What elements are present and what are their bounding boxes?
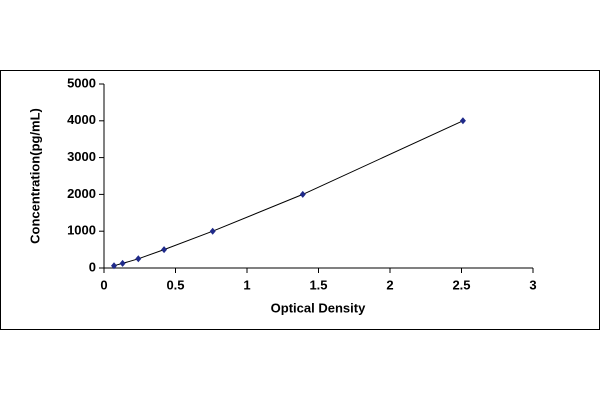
fit-line xyxy=(113,120,464,267)
x-tick-label: 1.5 xyxy=(309,277,327,292)
y-tick-label: 2000 xyxy=(67,186,96,201)
data-point xyxy=(135,255,142,263)
x-tick-label: 1 xyxy=(243,277,250,292)
y-tick-label: 5000 xyxy=(67,75,96,90)
data-point xyxy=(119,259,126,267)
x-tick-label: 0.5 xyxy=(166,277,184,292)
data-point xyxy=(459,117,466,125)
data-point xyxy=(209,227,216,235)
data-point xyxy=(111,262,118,270)
x-tick-label: 0 xyxy=(100,277,107,292)
y-axis-title: Concentration(pg/mL) xyxy=(27,108,42,244)
y-tick-label: 1000 xyxy=(67,223,96,238)
x-axis-title: Optical Density xyxy=(271,300,366,315)
x-tick-label: 2 xyxy=(386,277,393,292)
y-tick-label: 3000 xyxy=(67,149,96,164)
y-tick-label: 4000 xyxy=(67,112,96,127)
x-tick-label: 3 xyxy=(529,277,536,292)
x-tick-label: 2.5 xyxy=(452,277,470,292)
data-point xyxy=(299,190,306,198)
y-tick-label: 0 xyxy=(89,259,96,274)
data-point xyxy=(161,246,168,254)
